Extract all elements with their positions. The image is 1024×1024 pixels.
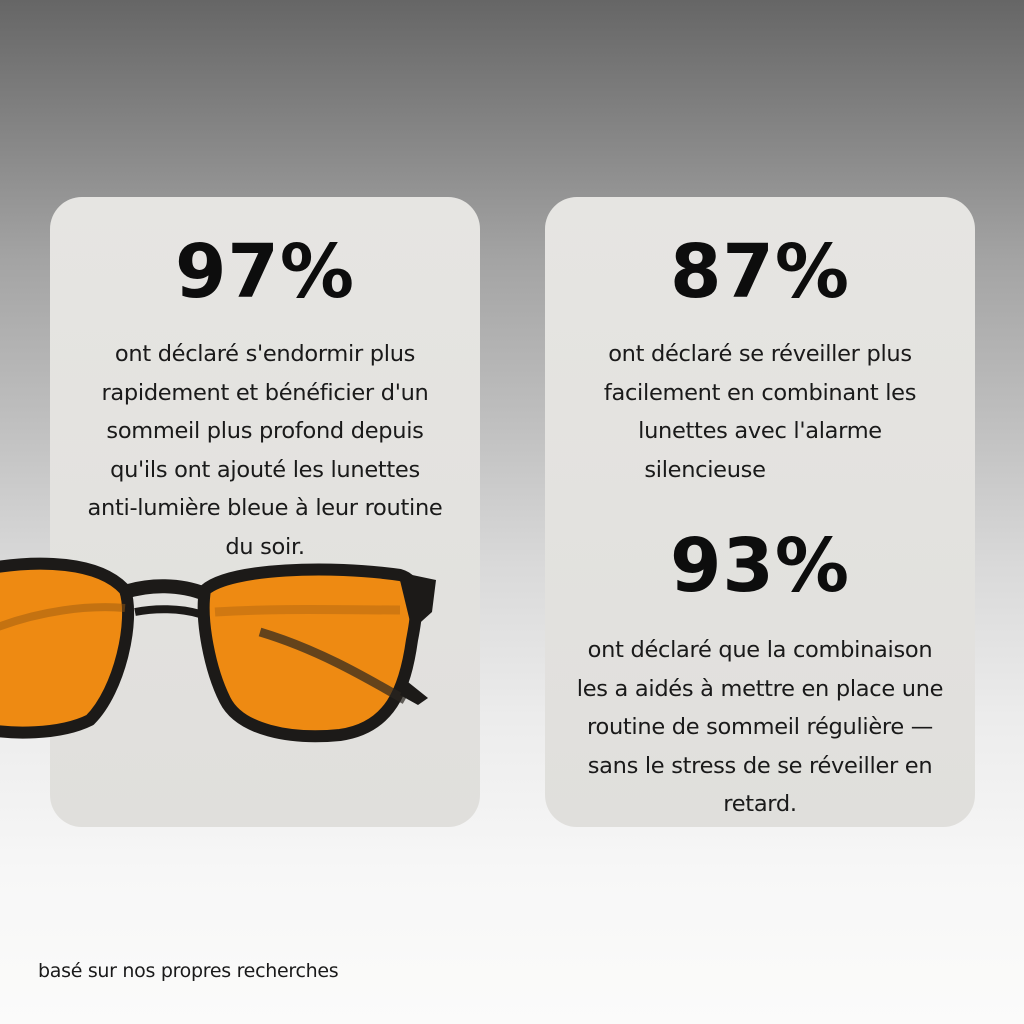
description-line: lunettes avec l'alarme <box>638 418 882 444</box>
description-line: ont déclaré que la combinaison <box>587 637 933 663</box>
description-line: sommeil plus profond depuis <box>106 418 424 444</box>
description-line: du soir. <box>225 533 305 560</box>
description-line: routine de sommeil régulière — <box>587 714 933 740</box>
description-line: qu'ils ont ajouté les lunettes <box>110 456 420 483</box>
stat-value-93: 93% <box>669 523 851 609</box>
description-line: facilement en combinant les <box>603 379 917 406</box>
stat-description-97: ont déclaré s'endormir plus rapidement e… <box>50 335 480 566</box>
orange-glasses-image <box>0 557 436 743</box>
description-line: les a aidés à mettre en place une <box>576 675 944 702</box>
stat-description-87: ont déclaré se réveiller plus facilement… <box>545 335 975 489</box>
stat-value-87: 87% <box>669 229 851 315</box>
stat-description-93: ont déclaré que la combinaison les a aid… <box>545 631 975 824</box>
description-line: silencieuse <box>644 456 766 483</box>
stat-card-left: 97% ont déclaré s'endormir plus rapideme… <box>50 197 480 827</box>
description-line: sans le stress de se réveiller en <box>587 752 933 779</box>
description-line: ont déclaré s'endormir plus <box>114 341 416 367</box>
description-line: anti-lumière bleue à leur routine <box>87 495 443 521</box>
stat-value-97: 97% <box>174 229 356 315</box>
description-line: ont déclaré se réveiller plus <box>608 341 912 367</box>
description-line: retard. <box>723 791 797 817</box>
description-line: rapidement et bénéficier d'un <box>101 379 429 406</box>
stat-card-right: 87% ont déclaré se réveiller plus facile… <box>545 197 975 827</box>
footnote: basé sur nos propres recherches <box>38 960 339 982</box>
